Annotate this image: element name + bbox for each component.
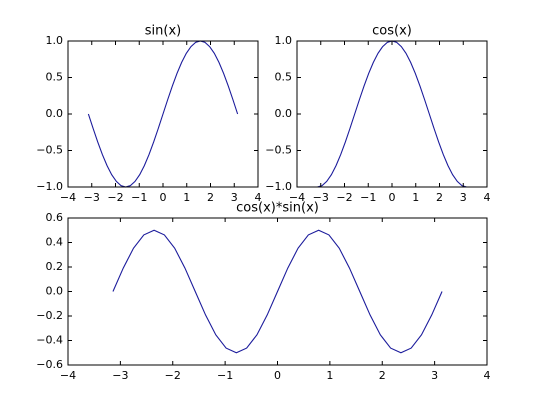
x-tick-label: −1 [131, 191, 147, 204]
y-tick-label: 0.0 [46, 107, 64, 120]
x-tick-label: −1 [360, 191, 376, 204]
y-tick-label: 0.4 [46, 236, 64, 249]
x-tick-label: 3 [231, 191, 238, 204]
x-tick-label: 4 [484, 191, 491, 204]
y-tick-label: 0.0 [275, 107, 293, 120]
x-tick-label: 0 [160, 191, 167, 204]
y-tick-label: 1.0 [46, 34, 64, 47]
x-tick-label: 1 [326, 369, 333, 382]
y-tick-label: −1.0 [36, 180, 63, 193]
x-tick-label: −3 [313, 191, 329, 204]
y-tick-label: 1.0 [275, 34, 293, 47]
chart-title: cos(x) [372, 24, 412, 39]
x-tick-label: 0 [274, 369, 281, 382]
x-tick-label: 3 [431, 369, 438, 382]
line [112, 229, 443, 354]
x-tick-label: −1 [217, 369, 233, 382]
x-tick-label: 2 [436, 191, 443, 204]
y-tick-label: 0.5 [275, 71, 293, 84]
x-tick-label: 4 [484, 369, 491, 382]
chart-title: cos(x)*sin(x) [236, 201, 319, 216]
y-tick-label: −0.4 [36, 334, 63, 347]
x-tick-label: −2 [336, 191, 352, 204]
x-tick-label: 2 [379, 369, 386, 382]
axes-background [297, 41, 487, 187]
x-tick-label: −4 [289, 191, 305, 204]
y-tick-label: −0.5 [265, 144, 292, 157]
x-tick-label: −4 [60, 191, 76, 204]
y-tick-label: −1.0 [265, 180, 292, 193]
y-tick-label: 0.6 [46, 211, 64, 224]
x-tick-label: 0 [389, 191, 396, 204]
x-tick-label: 3 [460, 191, 467, 204]
y-tick-label: 0.2 [46, 260, 64, 273]
x-tick-label: −4 [60, 369, 76, 382]
x-tick-label: −2 [165, 369, 181, 382]
x-tick-label: −3 [112, 369, 128, 382]
x-tick-label: 1 [183, 191, 190, 204]
y-tick-label: −0.2 [36, 309, 63, 322]
x-tick-label: −3 [84, 191, 100, 204]
x-tick-label: 4 [255, 191, 262, 204]
y-tick-label: −0.5 [36, 144, 63, 157]
chart-title: sin(x) [145, 24, 181, 39]
y-tick-label: −0.6 [36, 358, 63, 371]
y-tick-label: 0.5 [46, 71, 64, 84]
line [87, 40, 239, 188]
x-tick-label: −2 [107, 191, 123, 204]
x-tick-label: 1 [412, 191, 419, 204]
y-tick-label: 0.0 [46, 285, 64, 298]
x-tick-label: 2 [207, 191, 214, 204]
